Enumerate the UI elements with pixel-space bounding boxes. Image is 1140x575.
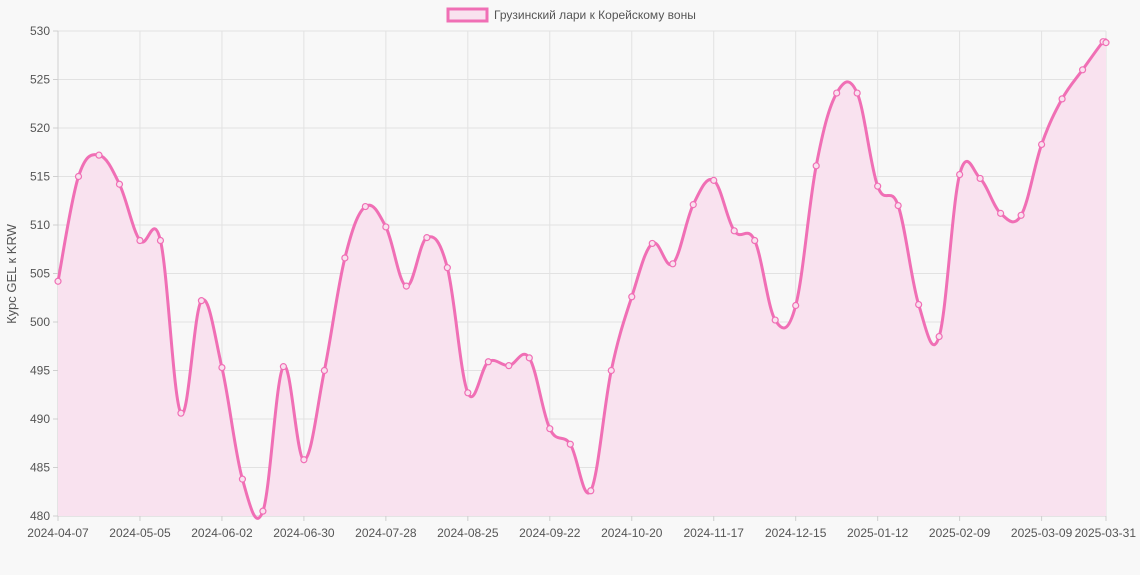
x-axis-ticks: 2024-04-07 2024-05-05 2024-06-02 2024-06-30… <box>27 516 1136 540</box>
data-point[interactable] <box>464 389 472 397</box>
data-point[interactable] <box>812 162 820 170</box>
x-tick-label: 2024-10-20 <box>601 526 663 540</box>
y-tick-label: 495 <box>30 364 50 378</box>
data-point[interactable] <box>669 260 677 268</box>
series-area <box>58 39 1106 519</box>
y-tick-label: 505 <box>30 267 50 281</box>
data-point[interactable] <box>894 202 902 210</box>
data-point[interactable] <box>648 239 656 248</box>
legend[interactable]: Грузинский лари к Корейскому воны <box>446 7 696 23</box>
x-tick-label: 2024-04-07 <box>27 526 89 540</box>
x-tick-label: 2025-01-12 <box>847 526 909 540</box>
legend-label[interactable]: Грузинский лари к Корейскому воны <box>494 8 696 22</box>
y-tick-label: 490 <box>30 412 50 426</box>
x-tick-label: 2024-06-30 <box>273 526 335 540</box>
x-tick-label: 2024-11-17 <box>683 526 744 540</box>
y-axis-ticks: 480 485 490 495 500 505 510 515 520 525 530 <box>30 24 58 523</box>
data-point[interactable] <box>505 362 513 370</box>
x-tick-label: 2024-07-28 <box>355 526 417 540</box>
data-point[interactable] <box>382 223 390 231</box>
data-point[interactable] <box>238 475 247 483</box>
x-tick-label: 2024-08-25 <box>437 526 499 540</box>
data-point[interactable] <box>546 425 554 433</box>
legend-swatch[interactable] <box>446 7 489 23</box>
data-point[interactable] <box>1078 66 1087 74</box>
data-point[interactable] <box>771 316 779 324</box>
data-point[interactable] <box>259 507 267 515</box>
data-point[interactable] <box>197 297 206 305</box>
y-tick-label: 485 <box>30 461 50 475</box>
y-tick-label: 530 <box>30 24 50 38</box>
data-point[interactable] <box>566 440 574 448</box>
data-point[interactable] <box>792 301 800 310</box>
data-point[interactable] <box>689 201 697 209</box>
y-tick-label: 510 <box>30 218 50 232</box>
data-point[interactable] <box>587 487 595 495</box>
data-point[interactable] <box>1017 211 1025 219</box>
data-point[interactable] <box>1058 95 1066 103</box>
x-tick-label: 2024-05-05 <box>109 526 171 540</box>
data-point[interactable] <box>710 176 718 184</box>
data-point[interactable] <box>115 180 124 188</box>
x-tick-label: 2024-09-22 <box>519 526 581 540</box>
data-point[interactable] <box>156 236 165 245</box>
y-tick-label: 520 <box>30 121 50 135</box>
data-point[interactable] <box>218 363 226 372</box>
x-tick-label: 2025-03-09 <box>1011 526 1073 540</box>
data-point[interactable] <box>976 174 984 183</box>
data-point[interactable] <box>54 277 62 285</box>
data-point[interactable] <box>177 409 185 417</box>
data-point[interactable] <box>361 202 369 211</box>
data-point[interactable] <box>300 456 308 464</box>
data-point[interactable] <box>730 227 738 235</box>
data-point[interactable] <box>74 172 83 181</box>
x-tick-label: 2025-03-31 <box>1075 526 1137 540</box>
data-points-layer <box>54 38 1110 515</box>
y-tick-label: 515 <box>30 170 50 184</box>
y-tick-label: 500 <box>30 315 50 329</box>
x-tick-label: 2025-02-09 <box>929 526 991 540</box>
data-point[interactable] <box>525 354 533 362</box>
data-point[interactable] <box>95 151 103 159</box>
data-point[interactable] <box>607 366 615 375</box>
y-axis-title: Курс GEL к KRW <box>4 223 19 324</box>
data-point[interactable] <box>874 182 882 190</box>
data-point[interactable] <box>853 89 861 97</box>
data-point[interactable] <box>341 254 349 262</box>
data-point[interactable] <box>751 236 759 245</box>
x-tick-label: 2024-06-02 <box>191 526 253 540</box>
y-tick-label: 480 <box>30 509 50 523</box>
data-point[interactable] <box>935 332 943 341</box>
x-tick-label: 2024-12-15 <box>765 526 827 540</box>
data-point[interactable] <box>1102 39 1110 47</box>
area-fill-layer <box>58 39 1106 519</box>
data-point[interactable] <box>320 366 328 375</box>
data-point[interactable] <box>484 358 492 366</box>
y-tick-label: 525 <box>30 73 50 87</box>
data-point[interactable] <box>956 170 964 179</box>
data-point[interactable] <box>915 300 923 309</box>
data-point[interactable] <box>136 236 144 245</box>
data-point[interactable] <box>402 282 410 290</box>
data-point[interactable] <box>997 209 1005 217</box>
data-point[interactable] <box>833 89 841 97</box>
data-point[interactable] <box>423 234 431 242</box>
data-point[interactable] <box>628 293 636 301</box>
data-point[interactable] <box>279 363 288 371</box>
data-point[interactable] <box>1037 140 1046 149</box>
data-point[interactable] <box>443 264 451 272</box>
